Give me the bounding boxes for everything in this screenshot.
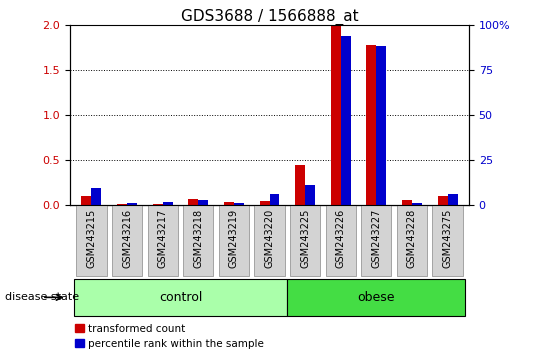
Text: obese: obese: [357, 291, 395, 304]
Bar: [224, 202, 234, 205]
Bar: [198, 200, 208, 205]
FancyBboxPatch shape: [287, 279, 465, 316]
Text: GSM243217: GSM243217: [158, 209, 168, 268]
FancyBboxPatch shape: [290, 205, 320, 276]
FancyBboxPatch shape: [397, 205, 427, 276]
Bar: [367, 45, 376, 205]
Text: GSM243218: GSM243218: [194, 209, 203, 268]
FancyBboxPatch shape: [219, 205, 249, 276]
Bar: [92, 188, 101, 205]
Text: control: control: [159, 291, 202, 304]
Bar: [270, 194, 279, 205]
FancyBboxPatch shape: [74, 279, 287, 316]
Legend: transformed count, percentile rank within the sample: transformed count, percentile rank withi…: [75, 324, 264, 349]
Text: GSM243225: GSM243225: [300, 209, 310, 268]
Bar: [295, 165, 305, 205]
Bar: [376, 46, 386, 205]
Text: GSM243219: GSM243219: [229, 209, 239, 268]
Title: GDS3688 / 1566888_at: GDS3688 / 1566888_at: [181, 8, 358, 25]
Bar: [117, 204, 127, 205]
Text: GSM243275: GSM243275: [443, 209, 453, 268]
Bar: [447, 194, 458, 205]
Bar: [341, 36, 351, 205]
Bar: [402, 200, 412, 205]
Bar: [305, 184, 315, 205]
Text: GSM243227: GSM243227: [371, 209, 381, 268]
Bar: [260, 201, 270, 205]
FancyBboxPatch shape: [77, 205, 107, 276]
Bar: [438, 196, 447, 205]
Text: GSM243226: GSM243226: [336, 209, 345, 268]
FancyBboxPatch shape: [254, 205, 285, 276]
Bar: [234, 202, 244, 205]
FancyBboxPatch shape: [432, 205, 462, 276]
FancyBboxPatch shape: [112, 205, 142, 276]
FancyBboxPatch shape: [361, 205, 391, 276]
Text: GSM243215: GSM243215: [86, 209, 96, 268]
Bar: [153, 204, 163, 205]
Bar: [188, 199, 198, 205]
Bar: [163, 202, 172, 205]
FancyBboxPatch shape: [326, 205, 356, 276]
Text: GSM243216: GSM243216: [122, 209, 132, 268]
FancyBboxPatch shape: [183, 205, 213, 276]
Bar: [412, 202, 422, 205]
Text: GSM243228: GSM243228: [407, 209, 417, 268]
FancyBboxPatch shape: [148, 205, 178, 276]
Text: GSM243220: GSM243220: [265, 209, 274, 268]
Bar: [331, 25, 341, 205]
Bar: [127, 202, 137, 205]
Bar: [81, 196, 92, 205]
Text: disease state: disease state: [5, 292, 80, 302]
